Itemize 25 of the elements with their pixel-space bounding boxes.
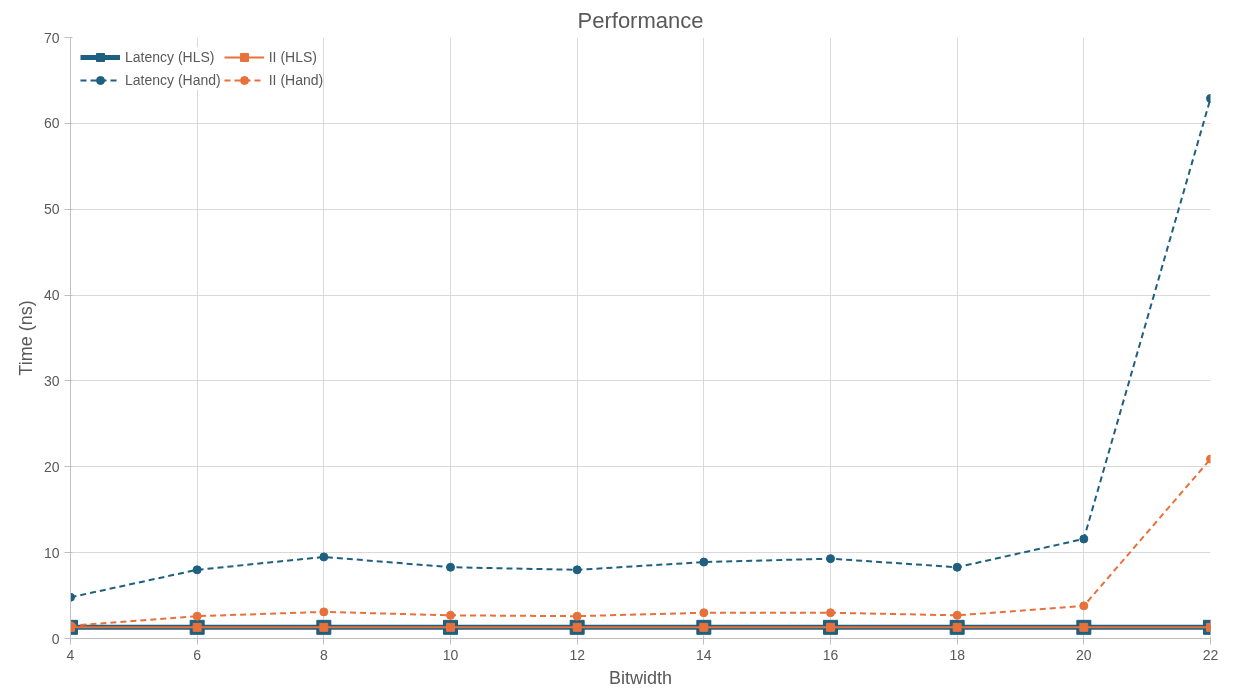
x-tick-label: 4	[66, 646, 75, 663]
x-axis-title: Bitwidth	[608, 667, 673, 688]
y-tick-label: 50	[43, 201, 60, 218]
y-tick-label: 30	[43, 372, 60, 389]
x-tick-label: 20	[1076, 646, 1092, 663]
chart-title: Performance	[577, 7, 704, 33]
x-tick-label: 10	[442, 646, 459, 663]
y-tick-label: 70	[43, 29, 60, 46]
legend-label: II (Hand)	[268, 72, 324, 88]
y-tick-label: 0	[51, 630, 60, 647]
x-tick-label: 18	[949, 646, 966, 663]
y-tick-label: 40	[43, 287, 60, 304]
legend-label: II (HLS)	[268, 49, 317, 65]
x-tick-label: 12	[569, 646, 586, 663]
x-tick-label: 14	[696, 646, 712, 663]
legend-label: Latency (HLS)	[125, 49, 215, 65]
legend-label: Latency (Hand)	[125, 72, 221, 88]
y-tick-label: 60	[43, 115, 60, 132]
x-tick-label: 16	[822, 646, 839, 663]
y-tick-label: 20	[43, 458, 60, 475]
x-tick-label: 22	[1202, 646, 1219, 663]
x-tick-label: 8	[319, 646, 328, 663]
y-tick-label: 10	[43, 544, 60, 561]
x-tick-label: 6	[193, 646, 202, 663]
y-axis-title: Time (ns)	[15, 300, 36, 376]
